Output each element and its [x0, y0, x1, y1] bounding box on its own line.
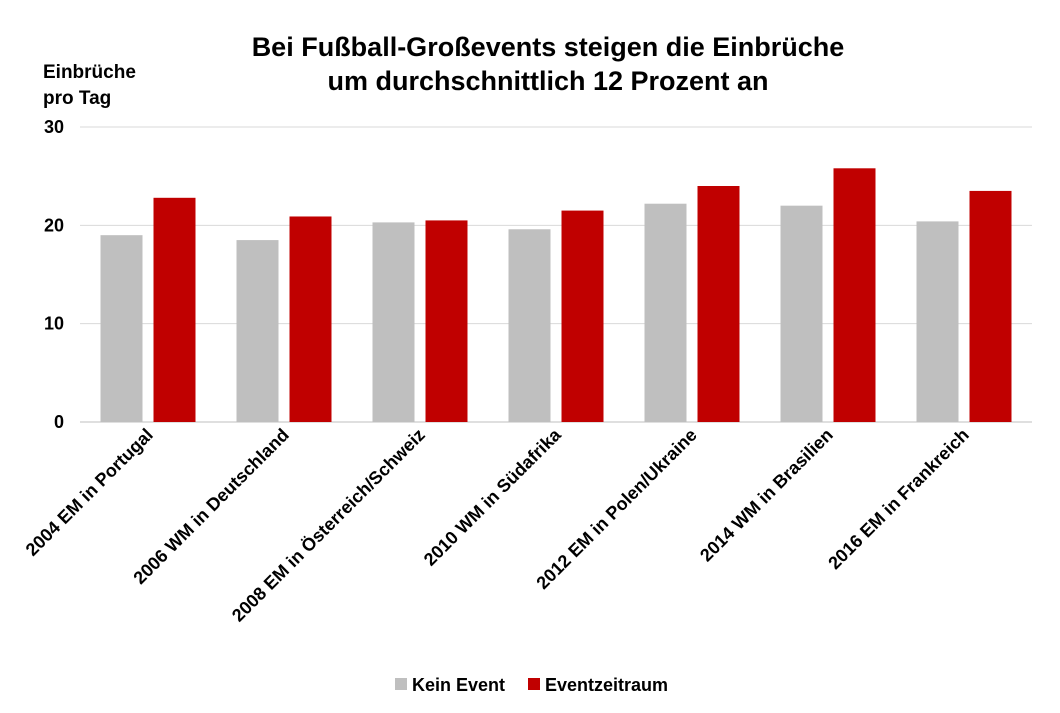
bar-kein-event	[100, 235, 143, 422]
y-axis-label-line-2: pro Tag	[43, 88, 111, 109]
bar-kein-event	[236, 240, 279, 422]
legend: Kein Event Eventzeitraum	[395, 675, 668, 695]
x-category-label: 2010 WM in Südafrika	[420, 424, 566, 570]
y-tick-label: 30	[44, 117, 64, 137]
legend-label-eventzeitraum: Eventzeitraum	[545, 675, 668, 695]
bar-eventzeitraum	[289, 216, 332, 422]
bar-eventzeitraum	[425, 220, 468, 422]
bar-kein-event	[644, 203, 687, 422]
y-tick-label: 0	[54, 412, 64, 432]
bar-kein-event	[372, 222, 415, 422]
x-category-label: 2014 WM in Brasilien	[696, 425, 837, 566]
x-category-label: 2006 WM in Deutschland	[129, 425, 292, 588]
chart-title-line-1: Bei Fußball-Großevents steigen die Einbr…	[252, 32, 845, 62]
y-tick-label: 10	[44, 314, 64, 334]
bar-eventzeitraum	[561, 210, 604, 422]
chart-title-line-2: um durchschnittlich 12 Prozent an	[327, 66, 768, 96]
x-category-label: 2016 EM in Frankreich	[824, 425, 973, 574]
bar-eventzeitraum	[833, 168, 876, 422]
bar-eventzeitraum	[969, 190, 1012, 422]
x-category-label: 2012 EM in Polen/Ukraine	[532, 425, 700, 593]
bar-kein-event	[508, 229, 551, 422]
gridlines	[80, 126, 1032, 423]
legend-label-kein-event: Kein Event	[412, 675, 505, 695]
bar-kein-event	[916, 221, 959, 422]
x-category-label: 2004 EM in Portugal	[22, 425, 157, 560]
y-axis-ticks: 0 10 20 30	[44, 117, 64, 432]
bar-eventzeitraum	[153, 197, 196, 422]
legend-swatch-eventzeitraum	[528, 678, 540, 690]
y-axis-label-line-1: Einbrüche	[43, 62, 136, 83]
bar-eventzeitraum	[697, 186, 740, 422]
legend-swatch-kein-event	[395, 678, 407, 690]
bar-kein-event	[780, 205, 823, 422]
y-tick-label: 20	[44, 215, 64, 235]
bars	[100, 168, 1012, 422]
